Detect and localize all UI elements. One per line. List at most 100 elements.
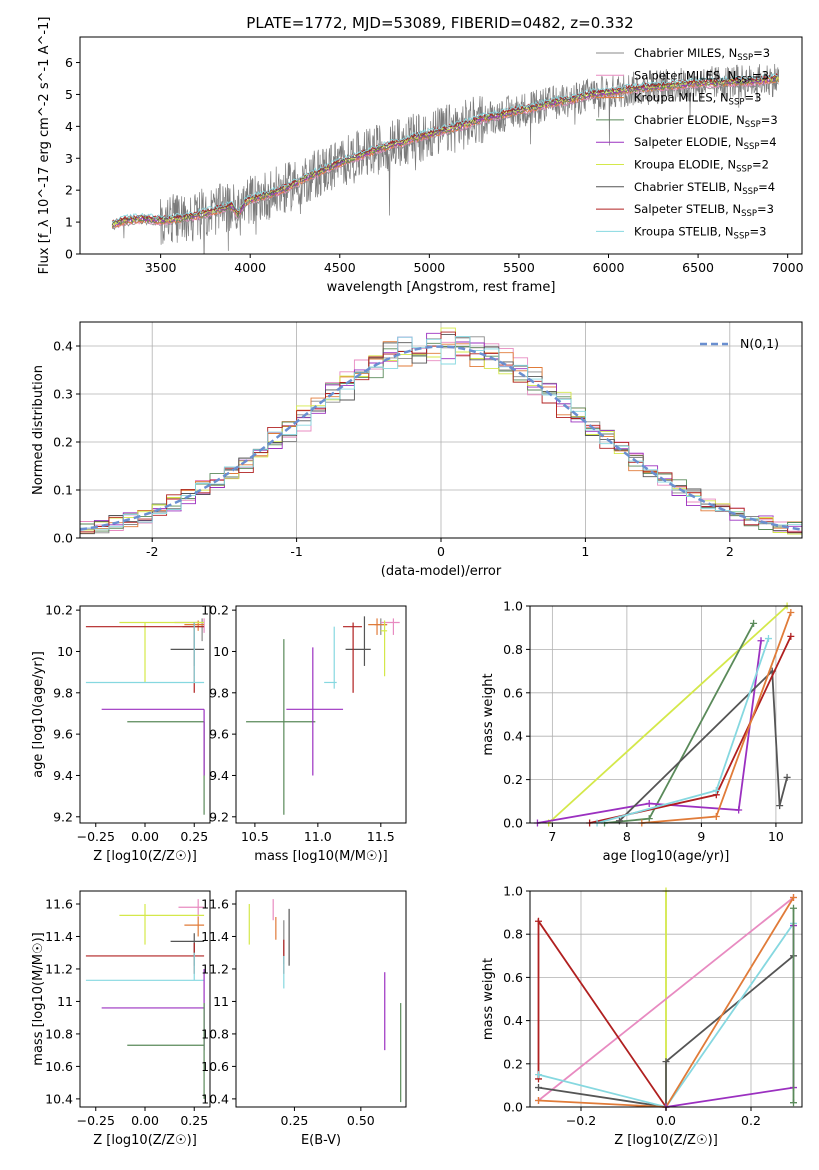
age_vs_z-points (85, 618, 205, 815)
y-axis-label: mass [log10(M/M☉)] (31, 932, 46, 1065)
x-tick-label: 11.0 (304, 829, 332, 844)
weight_vs_z-lines (535, 887, 797, 1111)
marker-kroupa_miles (712, 812, 720, 820)
legend-label: Chabrier STELIB, NSSP=4 (634, 180, 775, 197)
weight_vs_age-frame: 7 8 9 10 0.0 0.2 0.4 0.6 0.8 1.0 age [log10(age/yr… (481, 599, 803, 864)
x-tick-label: 6500 (682, 260, 714, 275)
x-tick-label: 0.25 (281, 1113, 309, 1128)
x-tick-label: 4000 (234, 260, 266, 275)
y-tick-label: 0.4 (503, 1013, 523, 1028)
y-tick-label: 10.2 (45, 603, 73, 618)
y-tick-label: 0.6 (503, 685, 523, 700)
x-tick-label: 0 (437, 544, 445, 559)
y-tick-label: 4 (65, 119, 73, 134)
x-tick-label: 0.2 (741, 1113, 761, 1128)
x-tick-label: 0.00 (131, 1113, 159, 1128)
x-axis-label: Z [log10(Z/Z☉)] (93, 1133, 197, 1148)
line-chabrier_stelib (538, 955, 795, 1109)
y-tick-label: 10 (57, 644, 73, 659)
line-kroupa_stelib (596, 638, 770, 824)
marker-kroupa_miles (790, 893, 797, 901)
residual-histograms (79, 327, 803, 535)
y-tick-label: 1.0 (503, 599, 523, 614)
y-tick-label: 0.0 (503, 816, 523, 831)
marker-salpeter_elodie (735, 806, 743, 814)
line-chabrier_stelib (618, 669, 788, 822)
line-salpeter_stelib (589, 636, 792, 824)
y-tick-label: 1.0 (503, 884, 523, 899)
x-tick-label: -2 (146, 544, 158, 559)
y-tick-label: 11.2 (201, 961, 229, 976)
weight_vs_age-lines (533, 602, 795, 827)
y-tick-label: 0.8 (503, 642, 523, 657)
y-tick-label: 10.6 (45, 1059, 73, 1074)
legend-label: Chabrier ELODIE, NSSP=3 (634, 113, 778, 130)
x-tick-label: 3500 (145, 260, 177, 275)
y-tick-label: 0.4 (53, 339, 73, 354)
x-tick-label: 0.50 (347, 1113, 375, 1128)
line-salpeter_miles (537, 896, 795, 1102)
residuals-frame: -2 -1 0 1 2 0.0 0.1 0.2 0.3 0.4 (data-model)/error… (31, 321, 803, 579)
y-tick-label: 11.6 (201, 896, 229, 911)
marker-salpeter_stelib (787, 632, 795, 640)
marker-kroupa_stelib (764, 635, 772, 643)
marker-salpeter_stelib (535, 917, 542, 925)
y-tick-label: 1 (65, 215, 73, 230)
x-axis-label: wavelength [Angstrom, rest frame] (327, 280, 556, 295)
legend-label: Kroupa STELIB, NSSP=3 (634, 224, 766, 241)
marker-salpeter_elodie (757, 637, 765, 645)
spectrum-legend: Chabrier MILES, NSSP=3 Salpeter MILES, NS… (596, 46, 778, 241)
x-axis-label: (data-model)/error (381, 564, 502, 579)
mass_vs_ebv-points (248, 899, 402, 1103)
gaussian-curve (79, 345, 803, 531)
y-tick-label: 2 (65, 183, 73, 198)
y-axis-label: age [log10(age/yr)] (31, 651, 46, 778)
y-tick-label: 9.2 (53, 809, 73, 824)
y-tick-label: 10.6 (201, 1059, 229, 1074)
y-tick-label: 9.6 (209, 727, 229, 742)
x-tick-label: 6000 (593, 260, 625, 275)
age_vs_z-frame: −0.25 0.00 0.25 9.2 9.4 9.6 9.8 10 10.2 Z [log10(… (31, 603, 211, 864)
y-axis-label: mass weight (481, 673, 496, 755)
x-axis-label: Z [log10(Z/Z☉)] (93, 849, 197, 864)
y-tick-label: 0.8 (503, 927, 523, 942)
y-tick-label: 0.4 (503, 729, 523, 744)
y-tick-label: 9.4 (53, 768, 73, 783)
marker-kroupa_miles (787, 609, 795, 617)
x-tick-label: 7000 (772, 260, 804, 275)
x-tick-label: 10 (768, 829, 784, 844)
marker-kroupa_stelib (712, 786, 720, 794)
y-tick-label: 11 (57, 994, 73, 1009)
x-tick-label: 5500 (503, 260, 535, 275)
y-axis-label: mass weight (481, 958, 496, 1040)
y-tick-label: 10.2 (201, 603, 229, 618)
y-tick-label: 0.2 (503, 772, 523, 787)
figure-title: PLATE=1772, MJD=53089, FIBERID=0482, z=0… (246, 14, 633, 32)
x-tick-label: −0.2 (566, 1113, 596, 1128)
gaussian-legend-label: N(0,1) (740, 336, 779, 351)
mass_vs_z-frame: −0.25 0.00 0.25 10.4 10.6 10.8 11 11.2 11.4 11.6 Z… (31, 890, 211, 1148)
legend-label: Salpeter ELODIE, NSSP=4 (634, 135, 777, 152)
x-tick-label: 0.00 (131, 829, 159, 844)
line-kroupa_elodie (547, 605, 788, 824)
x-axis-label: E(B-V) (301, 1133, 341, 1148)
y-tick-label: 10.8 (201, 1026, 229, 1041)
y-axis-label: Flux [f_λ 10^-17 erg cm^-2 s^-1 A^-1] (37, 17, 52, 275)
spectrum-plot (111, 63, 780, 254)
y-tick-label: 0.6 (503, 970, 523, 985)
legend-label: Kroupa MILES, NSSP=3 (634, 91, 761, 108)
x-tick-label: 7 (548, 829, 556, 844)
x-tick-label: 5000 (413, 260, 445, 275)
y-tick-label: 11.4 (201, 929, 229, 944)
y-tick-label: 9.8 (53, 685, 73, 700)
x-tick-label: 1 (581, 544, 589, 559)
y-tick-label: 10.8 (45, 1026, 73, 1041)
marker-chabrier_elodie (750, 619, 758, 627)
y-tick-label: 10 (213, 644, 229, 659)
mass_vs_z-points (85, 899, 205, 1099)
x-tick-label: 0.25 (180, 829, 208, 844)
y-tick-label: 9.8 (209, 685, 229, 700)
y-tick-label: 0.3 (53, 387, 73, 402)
x-tick-label: 11.5 (367, 829, 395, 844)
